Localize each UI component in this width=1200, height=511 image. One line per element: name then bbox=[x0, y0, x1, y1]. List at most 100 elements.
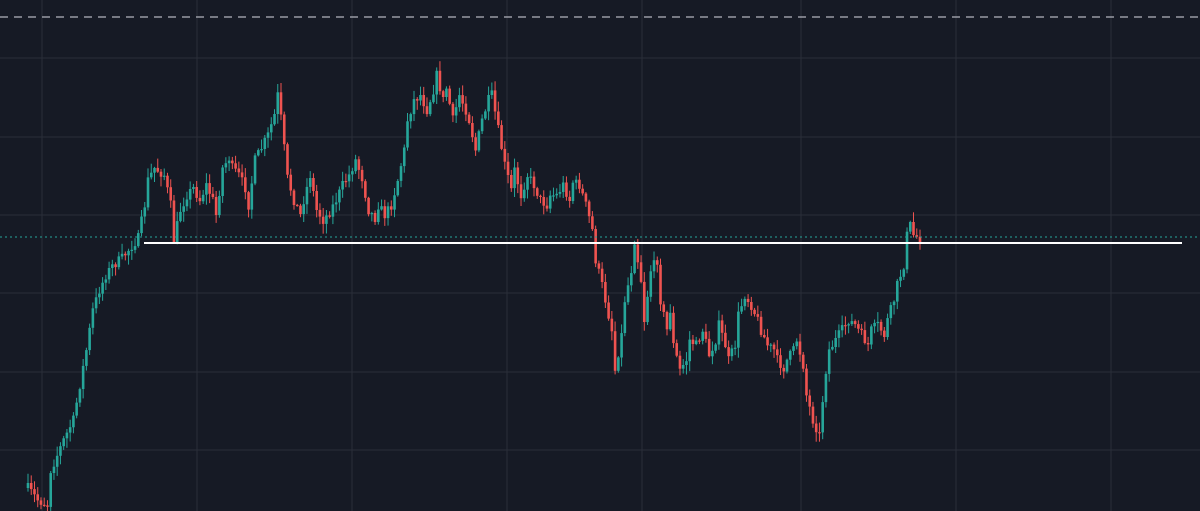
candle-body-down bbox=[461, 95, 464, 104]
candle-body-down bbox=[545, 205, 549, 209]
candle-body-down bbox=[866, 343, 870, 345]
candle-body-down bbox=[912, 222, 915, 236]
candle-body-up bbox=[477, 131, 481, 151]
candle-body-down bbox=[467, 114, 471, 123]
candle-body-up bbox=[393, 195, 396, 210]
candle-body-up bbox=[351, 171, 354, 175]
candle-body-down bbox=[46, 505, 49, 507]
candle-body-down bbox=[471, 123, 474, 138]
candle-body-up bbox=[435, 70, 438, 95]
candle-body-up bbox=[260, 149, 263, 151]
candle-body-down bbox=[312, 178, 315, 191]
candle-body-up bbox=[107, 268, 111, 280]
candle-body-up bbox=[253, 155, 257, 184]
candle-body-up bbox=[146, 177, 150, 208]
candle-body-down bbox=[344, 181, 348, 183]
candle-body-down bbox=[724, 332, 727, 348]
candle-body-up bbox=[396, 181, 400, 196]
candle-body-down bbox=[438, 70, 442, 92]
candle-body-up bbox=[834, 338, 837, 347]
candle-body-up bbox=[98, 293, 101, 298]
candle-body-up bbox=[182, 206, 185, 212]
candle-body-down bbox=[282, 114, 286, 145]
candle-body-down bbox=[172, 200, 176, 243]
candle-body-up bbox=[850, 321, 854, 325]
candle-body-down bbox=[801, 354, 805, 369]
candle-body-up bbox=[117, 256, 121, 268]
candle-body-down bbox=[500, 125, 503, 149]
candle-body-down bbox=[610, 318, 614, 332]
candle-body-up bbox=[824, 373, 828, 403]
candle-body-down bbox=[510, 175, 513, 189]
candle-body-up bbox=[617, 357, 620, 371]
candle-body-down bbox=[497, 111, 500, 126]
candle-body-up bbox=[630, 273, 633, 286]
candle-body-up bbox=[711, 350, 714, 357]
candle-body-up bbox=[179, 211, 182, 222]
candle-body-down bbox=[844, 325, 847, 327]
candle-body-up bbox=[65, 432, 69, 439]
candle-body-down bbox=[542, 197, 546, 206]
candle-body-up bbox=[555, 193, 559, 196]
candle-body-up bbox=[827, 349, 831, 374]
candle-body-up bbox=[717, 320, 721, 345]
candle-body-up bbox=[743, 298, 747, 307]
candle-body-down bbox=[818, 432, 821, 434]
candle-body-up bbox=[201, 194, 205, 202]
candle-body-up bbox=[623, 302, 627, 333]
candle-body-up bbox=[432, 94, 435, 103]
candle-body-up bbox=[263, 137, 267, 149]
candle-body-down bbox=[779, 355, 782, 368]
candle-body-up bbox=[136, 233, 140, 247]
candle-body-up bbox=[458, 95, 461, 108]
candle-body-up bbox=[325, 215, 328, 224]
candle-body-down bbox=[328, 215, 331, 217]
candle-body-down bbox=[33, 489, 36, 495]
candle-body-up bbox=[153, 167, 156, 173]
candle-body-up bbox=[487, 95, 490, 112]
candle-body-up bbox=[895, 280, 899, 302]
candle-body-up bbox=[59, 446, 62, 456]
candles bbox=[26, 61, 922, 511]
candle-body-up bbox=[681, 365, 685, 369]
candle-body-up bbox=[127, 250, 130, 256]
candle-body-up bbox=[94, 297, 98, 309]
candle-body-down bbox=[360, 169, 364, 182]
candle-body-up bbox=[205, 183, 208, 195]
candle-body-up bbox=[302, 204, 306, 215]
candle-body-down bbox=[295, 204, 299, 207]
candle-body-down bbox=[503, 148, 507, 162]
candle-body-down bbox=[240, 172, 244, 178]
candle-body-up bbox=[276, 92, 280, 114]
candle-body-up bbox=[75, 402, 78, 416]
candle-body-down bbox=[464, 103, 468, 115]
candle-body-down bbox=[506, 161, 510, 175]
candle-body-down bbox=[766, 337, 769, 346]
candle-body-up bbox=[646, 296, 649, 323]
candle-body-up bbox=[714, 344, 717, 351]
candle-body-down bbox=[516, 167, 520, 185]
candle-body-up bbox=[406, 121, 409, 148]
candle-body-down bbox=[315, 191, 318, 210]
candle-body-up bbox=[837, 330, 841, 338]
candle-body-up bbox=[412, 99, 416, 115]
candle-body-up bbox=[574, 179, 578, 183]
candle-body-down bbox=[607, 302, 610, 319]
candle-body-down bbox=[169, 187, 173, 201]
candle-body-up bbox=[548, 195, 552, 209]
candle-body-down bbox=[535, 188, 539, 196]
candle-body-up bbox=[821, 402, 824, 433]
candle-body-down bbox=[915, 235, 919, 237]
candle-body-up bbox=[571, 182, 575, 201]
candle-body-down bbox=[600, 268, 604, 282]
candle-body-up bbox=[49, 473, 53, 507]
candle-body-up bbox=[740, 306, 743, 312]
candle-body-down bbox=[581, 188, 584, 194]
candle-body-up bbox=[257, 150, 260, 156]
candle-body-down bbox=[883, 330, 886, 337]
candle-body-up bbox=[380, 206, 383, 210]
candle-body-up bbox=[668, 312, 672, 330]
candle-body-down bbox=[318, 209, 322, 217]
